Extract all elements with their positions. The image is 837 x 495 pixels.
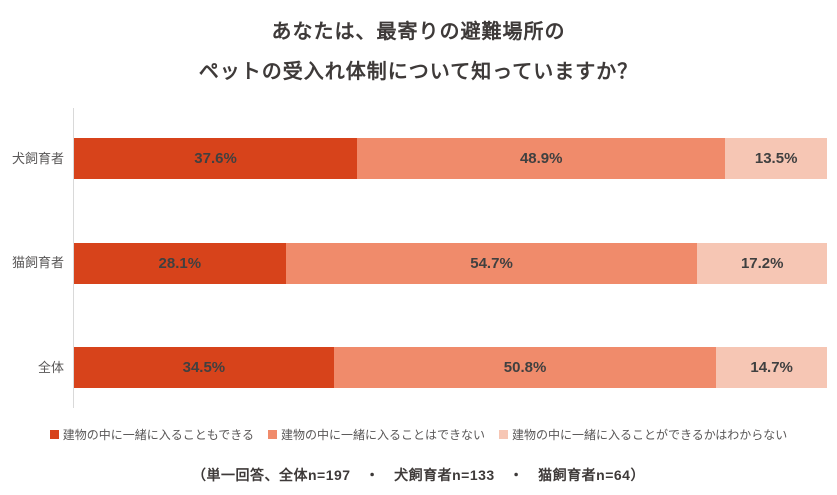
bar-segment-3: 14.7% <box>716 347 827 388</box>
legend-swatch-icon <box>267 430 277 439</box>
chart-legend: 建物の中に一緒に入ることもできる 建物の中に一緒に入ることはできない 建物の中に一緒… <box>0 426 837 443</box>
bar-row-2: 猫飼育者 28.1% 54.7% 17.2% <box>0 242 837 284</box>
survey-note: （単一回答、全体n=197 ・ 犬飼育者n=133 ・ 猫飼育者n=64） <box>192 467 645 483</box>
legend-swatch-icon <box>499 430 508 439</box>
data-label: 37.6% <box>194 150 237 167</box>
legend-item-2: 建物の中に一緒に入ることはできない <box>267 426 485 443</box>
data-label: 50.8% <box>503 359 547 376</box>
data-label: 34.5% <box>182 359 226 376</box>
legend-label: 建物の中に一緒に入ることができるかはわからない <box>512 428 788 442</box>
data-label: 13.5% <box>754 150 798 167</box>
legend-item-3: 建物の中に一緒に入ることができるかはわからない <box>499 426 787 443</box>
bar-segment-2: 48.9% <box>357 138 726 179</box>
bar-segment-3: 17.2% <box>697 242 827 284</box>
bar-segment-1: 28.1% <box>74 242 286 284</box>
stacked-bar: 34.5% 50.8% 14.7% <box>74 347 827 388</box>
bar-segment-1: 34.5% <box>74 347 334 388</box>
legend-label: 建物の中に一緒に入ることもできる <box>62 428 254 442</box>
legend-item-1: 建物の中に一緒に入ることもできる <box>49 426 254 443</box>
bar-segment-2: 54.7% <box>285 242 698 284</box>
data-label: 17.2% <box>740 254 784 272</box>
chart-title-line2: ペットの受入れ体制について知っていますか？ <box>198 61 639 83</box>
bar-segment-3: 13.5% <box>725 138 827 179</box>
data-label: 14.7% <box>750 359 793 376</box>
bar-row-3: 全体 34.5% 50.8% 14.7% <box>0 347 837 388</box>
legend-label: 建物の中に一緒に入ることはできない <box>280 428 485 442</box>
bar-segment-2: 50.8% <box>333 347 717 388</box>
bar-row-1: 犬飼育者 37.6% 48.9% 13.5% <box>0 138 837 179</box>
data-label: 54.7% <box>470 254 513 272</box>
category-label: 犬飼育者 <box>11 150 64 166</box>
category-label: 全体 <box>37 359 64 375</box>
category-label: 猫飼育者 <box>11 254 64 270</box>
legend-swatch-icon <box>49 430 59 439</box>
stacked-bar: 37.6% 48.9% 13.5% <box>74 138 827 179</box>
chart-title-line1: あなたは、最寄りの避難場所の <box>271 21 566 43</box>
chart-title: あなたは、最寄りの避難場所の ペットの受入れ体制について知っていますか？ <box>0 0 837 92</box>
stacked-bar: 28.1% 54.7% 17.2% <box>74 242 827 284</box>
data-label: 48.9% <box>519 150 563 167</box>
stacked-bar-chart: 犬飼育者 37.6% 48.9% 13.5% 猫飼育者 28.1% 54.7% 17.2% 全体… <box>0 108 837 408</box>
data-label: 28.1% <box>158 254 202 272</box>
bar-segment-1: 37.6% <box>74 138 358 179</box>
y-axis-line <box>73 108 74 408</box>
